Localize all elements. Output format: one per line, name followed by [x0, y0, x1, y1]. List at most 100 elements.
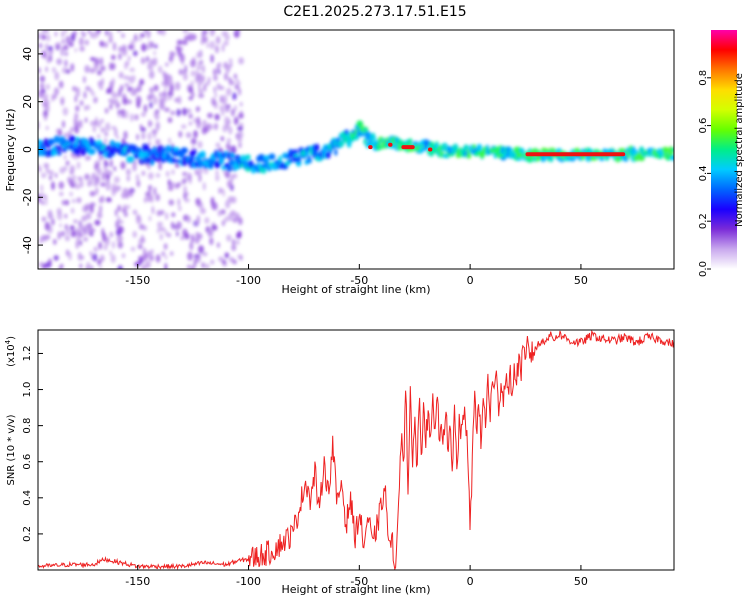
heatmap-noise-cell: [216, 82, 220, 91]
heatmap-noise-cell: [202, 64, 205, 74]
colorbar: 0.0 0.2 0.4 0.6 0.8 Normalized spectral ampl…: [698, 30, 745, 277]
heatmap-noise-cell: [177, 198, 180, 207]
heatmap-noise-cell: [48, 258, 52, 267]
heatmap-noise-cell: [190, 138, 197, 145]
heatmap-band-cell: [296, 156, 301, 161]
heatmap-noise-cell: [68, 251, 72, 261]
heatmap-noise-cell: [184, 64, 187, 74]
heatmap-noise-cell: [162, 70, 166, 76]
heatmap-noise-cell: [175, 81, 181, 91]
heatmap-noise-cell: [90, 57, 96, 61]
heatmap-noise-cell: [169, 56, 172, 62]
heatmap-noise-cell: [49, 175, 52, 181]
heatmap-band-cell: [287, 158, 294, 163]
heatmap-noise-cell: [179, 39, 184, 45]
heatmap-noise-cell: [176, 231, 179, 237]
heatmap-noise-cell: [122, 187, 129, 193]
heatmap-noise-cell: [41, 34, 47, 40]
heatmap-noise-cell: [90, 31, 94, 39]
snr-x-tick-label: -100: [236, 575, 261, 588]
heatmap-noise-cell: [199, 207, 206, 215]
heatmap-noise-cell: [240, 101, 243, 107]
heatmap-noise-cell: [119, 235, 123, 242]
heatmap-noise-cell: [215, 174, 220, 182]
colorbar-tick-label: 0.6: [698, 118, 709, 134]
heatmap-noise-cell: [90, 202, 96, 207]
heatmap-band-cell: [92, 139, 96, 145]
heatmap-noise-cell: [65, 228, 70, 236]
heatmap-noise-cell: [64, 224, 69, 230]
heatmap-noise-cell: [148, 70, 155, 79]
heatmap-band-cell: [264, 158, 269, 165]
snr-y-tick-label: 1.2: [22, 346, 33, 362]
heatmap-band-cell: [150, 158, 155, 166]
heatmap-noise-cell: [79, 223, 84, 232]
heatmap-band-cell: [190, 154, 194, 163]
heatmap-noise-cell: [233, 116, 239, 125]
heatmap-peak-segment: [401, 145, 415, 150]
heatmap-noise-cell: [165, 212, 169, 220]
heatmap-noise-cell: [51, 67, 57, 73]
heatmap-band-cell: [152, 146, 158, 153]
heatmap-noise-cell: [46, 34, 51, 42]
heatmap-noise-cell: [170, 221, 175, 229]
heatmap-noise-cell: [59, 167, 65, 174]
heatmap-noise-cell: [204, 217, 210, 224]
heatmap-noise-cell: [154, 44, 158, 49]
heatmap-noise-cell: [149, 101, 153, 109]
heatmap-noise-cell: [188, 113, 193, 119]
heatmap-noise-cell: [183, 73, 188, 81]
heatmap-noise-cell: [157, 209, 160, 217]
heatmap-noise-cell: [61, 120, 66, 128]
heatmap-noise-cell: [100, 118, 104, 123]
heatmap-noise-cell: [114, 127, 118, 137]
heatmap-band-cell: [325, 151, 331, 159]
heatmap-noise-cell: [111, 77, 115, 85]
heatmap-noise-cell: [69, 191, 73, 197]
heatmap-noise-cell: [94, 219, 101, 226]
heatmap-noise-cell: [132, 230, 137, 238]
heatmap-noise-cell: [151, 205, 155, 213]
heatmap-band-cell: [268, 153, 276, 160]
heatmap-noise-cell: [89, 251, 93, 256]
heatmap-noise-cell: [45, 83, 50, 90]
heatmap-noise-cell: [135, 173, 140, 182]
heatmap-noise-cell: [171, 169, 175, 175]
heatmap-noise-cell: [238, 142, 242, 149]
heatmap-noise-cell: [69, 225, 75, 231]
heatmap-noise-cell: [97, 260, 101, 266]
heatmap-noise-cell: [138, 223, 145, 230]
heatmap-noise-cell: [218, 187, 224, 194]
heatmap-noise-cell: [165, 62, 169, 67]
heatmap-noise-cell: [91, 92, 96, 97]
heatmap-noise-cell: [54, 31, 58, 37]
heatmap-noise-cell: [212, 68, 218, 76]
heatmap-band-cell: [56, 145, 62, 151]
heatmap-noise-cell: [232, 92, 237, 100]
heatmap-band-cell: [346, 140, 352, 148]
heatmap-noise-cell: [99, 205, 103, 213]
heatmap-noise-cell: [106, 236, 110, 242]
heatmap-noise-cell: [45, 163, 49, 173]
heatmap-noise-cell: [224, 116, 230, 126]
heatmap-noise-cell: [164, 229, 168, 237]
heatmap-noise-cell: [205, 36, 209, 43]
heatmap-noise-cell: [83, 91, 87, 99]
heatmap-noise-cell: [139, 33, 146, 38]
heatmap-noise-cell: [44, 221, 50, 231]
heatmap-noise-cell: [117, 265, 123, 269]
heatmap-noise-cell: [182, 228, 188, 238]
heatmap-noise-cell: [115, 92, 119, 98]
heatmap-noise-cell: [148, 254, 155, 262]
heatmap-noise-cell: [165, 170, 170, 177]
heatmap-noise-cell: [199, 76, 204, 85]
spectrogram-y-tick-label: -40: [21, 236, 34, 254]
heatmap-noise-cell: [141, 170, 146, 176]
heatmap-noise-cell: [206, 42, 210, 49]
heatmap-noise-cell: [155, 173, 161, 178]
heatmap-noise-cell: [167, 95, 173, 101]
heatmap-noise-cell: [168, 76, 173, 83]
heatmap-noise-cell: [87, 179, 91, 187]
heatmap-noise-cell: [148, 121, 153, 127]
heatmap-noise-cell: [201, 262, 205, 269]
